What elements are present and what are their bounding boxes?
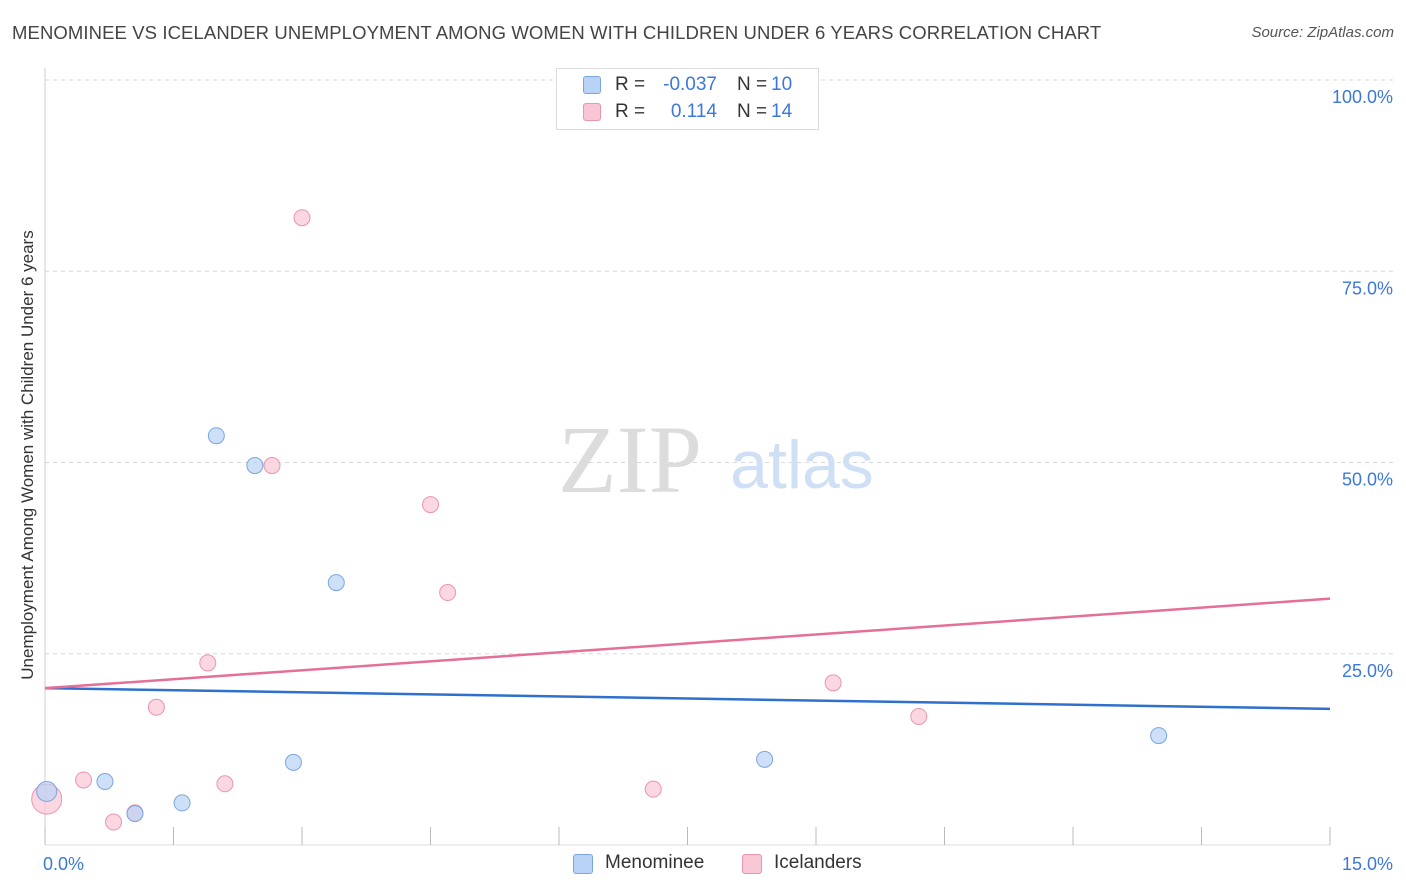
n-value: 10 bbox=[771, 74, 793, 95]
menominee-point bbox=[96, 773, 114, 791]
source-credit: Source: ZipAtlas.com bbox=[1251, 24, 1394, 41]
icelanders-point bbox=[644, 780, 662, 798]
y-tick-label: 100.0% bbox=[1332, 87, 1393, 107]
icelanders-legend-swatch bbox=[742, 854, 762, 874]
trend-lines bbox=[44, 597, 1331, 711]
icelanders-point bbox=[824, 674, 842, 692]
menominee-trend-line bbox=[44, 686, 1331, 711]
r-value: -0.037 bbox=[663, 74, 717, 95]
menominee-point bbox=[327, 574, 345, 592]
y-tick-label: 25.0% bbox=[1342, 661, 1393, 681]
icelanders-point bbox=[263, 457, 281, 475]
icelanders-point bbox=[910, 707, 928, 725]
n-label: N = bbox=[737, 74, 768, 95]
icelanders-trend-line bbox=[44, 597, 1331, 690]
menominee-point bbox=[126, 805, 144, 823]
icelanders-swatch bbox=[583, 103, 601, 121]
menominee-point bbox=[756, 750, 774, 768]
legend-label: Menominee bbox=[605, 852, 705, 873]
menominee-point bbox=[284, 753, 302, 771]
stats-legend: R = -0.037 N = 10 R = 0.114 N = 14 bbox=[556, 68, 819, 130]
icelanders-point bbox=[293, 209, 311, 227]
icelanders-point bbox=[216, 775, 234, 793]
x-tick-label: 15.0% bbox=[1342, 854, 1393, 874]
watermark-zip: ZIP bbox=[558, 406, 702, 513]
data-points bbox=[31, 209, 1168, 831]
menominee-point bbox=[173, 794, 191, 812]
menominee-point bbox=[207, 427, 225, 445]
r-value: 0.114 bbox=[670, 101, 717, 122]
grid-lines bbox=[45, 79, 1393, 655]
r-label: R = bbox=[615, 74, 646, 95]
legend-label: Icelanders bbox=[774, 852, 862, 873]
axes bbox=[44, 68, 1331, 846]
icelanders-point bbox=[147, 698, 165, 716]
tick-labels: 25.0% 50.0% 75.0% 100.0% 0.0% 15.0% bbox=[43, 87, 1393, 874]
n-value: 14 bbox=[771, 101, 793, 122]
menominee-point bbox=[1150, 727, 1168, 745]
y-tick-label: 75.0% bbox=[1342, 278, 1393, 298]
menominee-point bbox=[246, 457, 264, 475]
chart-title: MENOMINEE VS ICELANDER UNEMPLOYMENT AMON… bbox=[12, 22, 1102, 43]
icelanders-point bbox=[75, 771, 93, 789]
n-label: N = bbox=[737, 101, 768, 122]
watermark: ZIP atlas bbox=[558, 406, 874, 513]
icelanders-point bbox=[105, 813, 123, 831]
menominee-point bbox=[36, 780, 58, 802]
x-tick-label: 0.0% bbox=[43, 854, 84, 874]
icelanders-point bbox=[199, 654, 217, 672]
watermark-atlas: atlas bbox=[730, 427, 874, 503]
icelanders-point bbox=[422, 496, 439, 514]
menominee-swatch bbox=[583, 76, 601, 94]
icelanders-point bbox=[439, 584, 457, 602]
r-label: R = bbox=[615, 101, 646, 122]
y-tick-label: 50.0% bbox=[1342, 470, 1393, 490]
menominee-legend-swatch bbox=[573, 854, 593, 874]
